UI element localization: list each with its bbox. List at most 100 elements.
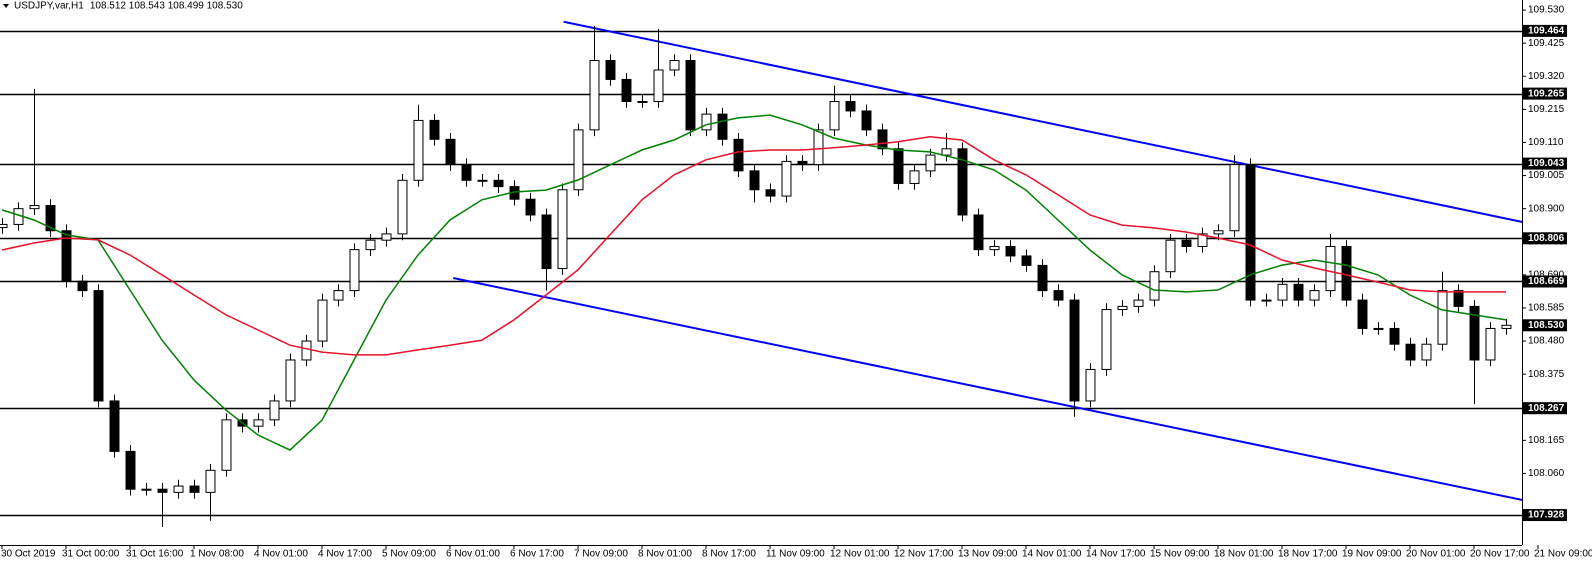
candle-body <box>301 340 312 361</box>
candle-body <box>253 419 264 427</box>
candle-body <box>1037 264 1048 292</box>
x-tick-label: 12 Nov 01:00 <box>830 549 890 560</box>
candle-body <box>1229 164 1240 232</box>
candle-body <box>1485 327 1496 361</box>
y-tick-label: 108.060 <box>1528 468 1565 479</box>
x-tick-label: 6 Nov 01:00 <box>446 549 500 560</box>
x-tick-label: 20 Nov 01:00 <box>1406 549 1466 560</box>
x-tick-label: 18 Nov 17:00 <box>1278 549 1338 560</box>
x-tick-label: 20 Nov 17:00 <box>1470 549 1530 560</box>
x-tick-label: 8 Nov 17:00 <box>702 549 756 560</box>
candle-body <box>765 189 776 197</box>
candle-body <box>1149 271 1160 301</box>
candle-body <box>573 129 584 191</box>
candle-body <box>845 100 856 112</box>
candle-body <box>557 189 568 270</box>
candle-body <box>1389 327 1400 345</box>
y-tick-label: 109.425 <box>1528 38 1565 49</box>
candle-body <box>733 138 744 172</box>
candle-body <box>1165 239 1176 273</box>
candle-body <box>925 154 936 172</box>
candle-body <box>1325 245 1336 292</box>
x-tick-label: 11 Nov 09:00 <box>766 549 825 560</box>
candle-body <box>317 299 328 342</box>
candle-body <box>1437 290 1448 345</box>
candle-body <box>493 179 504 188</box>
x-tick-label: 30 Oct 2019 <box>1 549 56 560</box>
candle-body <box>205 469 216 493</box>
x-tick-label: 4 Nov 01:00 <box>254 549 308 560</box>
candle-body <box>1245 164 1256 301</box>
x-tick-label: 5 Nov 09:00 <box>382 549 436 560</box>
candle-body <box>1021 255 1032 266</box>
level-label-box <box>1523 509 1567 522</box>
y-tick-label: 109.005 <box>1528 170 1565 181</box>
candle-body <box>0 223 8 229</box>
moving-average <box>1 136 1506 356</box>
plot-area <box>0 20 1522 528</box>
y-tick-label: 109.530 <box>1528 5 1565 16</box>
candle-body <box>685 60 696 131</box>
candle-body <box>397 179 408 235</box>
x-tick-label: 8 Nov 01:00 <box>638 549 692 560</box>
candle-body <box>1069 299 1080 402</box>
candle-body <box>445 138 456 166</box>
trendline <box>452 277 1522 501</box>
candle-body <box>141 488 152 491</box>
candle-body <box>653 69 664 102</box>
level-label-box <box>1523 87 1567 100</box>
candle-body <box>957 148 968 216</box>
candle-body <box>1373 327 1384 330</box>
x-tick-label: 6 Nov 17:00 <box>510 549 564 560</box>
candle-body <box>29 205 40 210</box>
level-label: 109.265 <box>1528 88 1565 99</box>
x-tick-label: 1 Nov 08:00 <box>190 549 244 560</box>
candle-body <box>429 119 440 140</box>
candle-body <box>701 113 712 131</box>
candle-body <box>829 100 840 131</box>
y-tick-label: 108.375 <box>1528 369 1565 380</box>
x-tick-label: 13 Nov 09:00 <box>958 549 1018 560</box>
candle-body <box>797 160 808 166</box>
candle-body <box>861 110 872 131</box>
candle-body <box>605 60 616 80</box>
candle-body <box>813 129 824 166</box>
candle-body <box>1213 230 1224 235</box>
candle-body <box>893 148 904 184</box>
menu-triangle <box>3 4 9 8</box>
candle-body <box>285 359 296 402</box>
candle-body <box>1261 299 1272 302</box>
candle-body <box>1053 290 1064 301</box>
level-label-box <box>1523 24 1567 37</box>
x-tick-label: 14 Nov 01:00 <box>1022 549 1082 560</box>
candle-body <box>1309 290 1320 301</box>
y-tick-label: 108.480 <box>1528 336 1565 347</box>
y-tick-label: 108.165 <box>1528 435 1565 446</box>
candle-body <box>413 119 424 181</box>
candle-body <box>1421 343 1432 361</box>
candle-body <box>909 170 920 184</box>
moving-average <box>1 114 1507 451</box>
candle-body <box>1133 299 1144 307</box>
candle-body <box>1197 233 1208 247</box>
candle-body <box>1341 245 1352 301</box>
candle-body <box>1005 245 1016 257</box>
level-label: 108.806 <box>1528 233 1565 244</box>
candle-body <box>109 400 120 452</box>
candle-body <box>173 485 184 493</box>
candle-body <box>1277 283 1288 301</box>
candle-body <box>461 164 472 181</box>
x-tick-label: 21 Nov 09:00 <box>1534 549 1592 560</box>
candle-body <box>349 249 360 292</box>
candle-body <box>781 160 792 197</box>
candle-body <box>877 129 888 150</box>
x-tick-label: 12 Nov 17:00 <box>894 549 954 560</box>
x-tick-label: 4 Nov 17:00 <box>318 549 372 560</box>
level-label-box <box>1523 275 1567 288</box>
current-price-label-box <box>1523 319 1567 332</box>
current-price-label: 108.530 <box>1528 320 1565 331</box>
x-tick-label: 31 Oct 00:00 <box>62 549 120 560</box>
header-prices: 108.512 108.543 108.499 108.530 <box>90 1 243 12</box>
